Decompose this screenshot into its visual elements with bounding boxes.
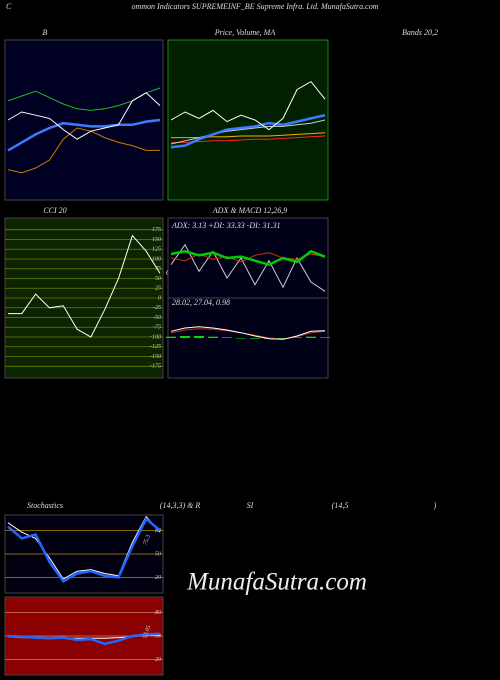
y-tick-label: -175 [150,364,161,370]
panel-title: ) [433,501,437,510]
histogram-bar [292,337,302,338]
value-label: 53.05 [142,625,152,640]
histogram-bar [320,337,330,338]
y-tick-label: -50 [153,315,161,321]
panel-title: B [43,28,48,37]
header-title: ommon Indicators SUPREMEINF_BE Supreme I… [131,2,378,11]
panel-title: Stochastics [27,501,63,510]
y-tick-label: -25 [153,305,161,311]
y-tick-label: 50 [155,276,161,282]
histogram-bar [194,336,204,338]
series-line [7,92,161,140]
series-line [7,515,161,580]
panel [167,297,329,379]
series-line [7,127,160,174]
panel-title: CCI 20 [43,206,66,215]
y-tick-label: -125 [150,344,161,350]
histogram-bar [222,337,232,338]
y-tick-label: 25 [155,286,161,292]
y-tick-label: 20 [155,657,161,663]
watermark: MunafaSutra.com [186,569,367,596]
y-tick-label: -150 [150,354,161,360]
histogram-bar [250,338,260,339]
y-tick-label: 80 [155,610,161,616]
series-line [171,135,326,143]
panel-title: SI [247,501,254,510]
series-line [170,243,326,292]
series-line [170,119,326,145]
y-tick-label: -100 [150,334,161,340]
histogram-bar [306,336,316,338]
y-tick-label: 75 [155,266,161,272]
y-tick-label: 0 [158,295,161,301]
histogram-bar [278,338,288,339]
header-start: C [6,2,12,11]
panel-title: (14,3,3) & R [160,501,201,510]
y-tick-label: 50 [155,633,161,639]
y-tick-label: 100 [152,256,161,262]
panel-title: Price, Volume, MA [214,28,276,37]
panel-title: (14,5 [332,501,349,510]
y-tick-label: 20 [155,575,161,581]
panel-title: Bands 20,2 [402,28,438,37]
y-tick-label: 175 [152,227,161,233]
indicator-values: ADX: 3.13 +DI: 33.33 -DI: 31.31 [171,221,281,230]
y-tick-label: 50 [155,551,161,557]
y-tick-label: 125 [152,247,161,253]
indicator-values: 28.02, 27.04, 0.98 [172,298,230,307]
series-line [171,132,326,139]
histogram-bar [236,338,246,339]
value-label: 75.3 [143,534,152,546]
histogram-bar [208,336,218,338]
panel [4,39,164,201]
series-line [7,516,161,583]
series-line [170,326,326,340]
series-line [170,249,326,267]
y-tick-label: 150 [152,237,161,243]
series-line [7,632,161,646]
series-line [7,118,161,152]
series-line [170,113,326,149]
panel-title: ADX & MACD 12,26,9 [212,206,287,215]
series-line [8,234,161,338]
y-tick-label: -75 [153,325,161,331]
y-tick-label: 80 [155,528,161,534]
series-line [170,80,326,131]
histogram-bar [166,336,176,338]
histogram-bar [180,336,190,338]
